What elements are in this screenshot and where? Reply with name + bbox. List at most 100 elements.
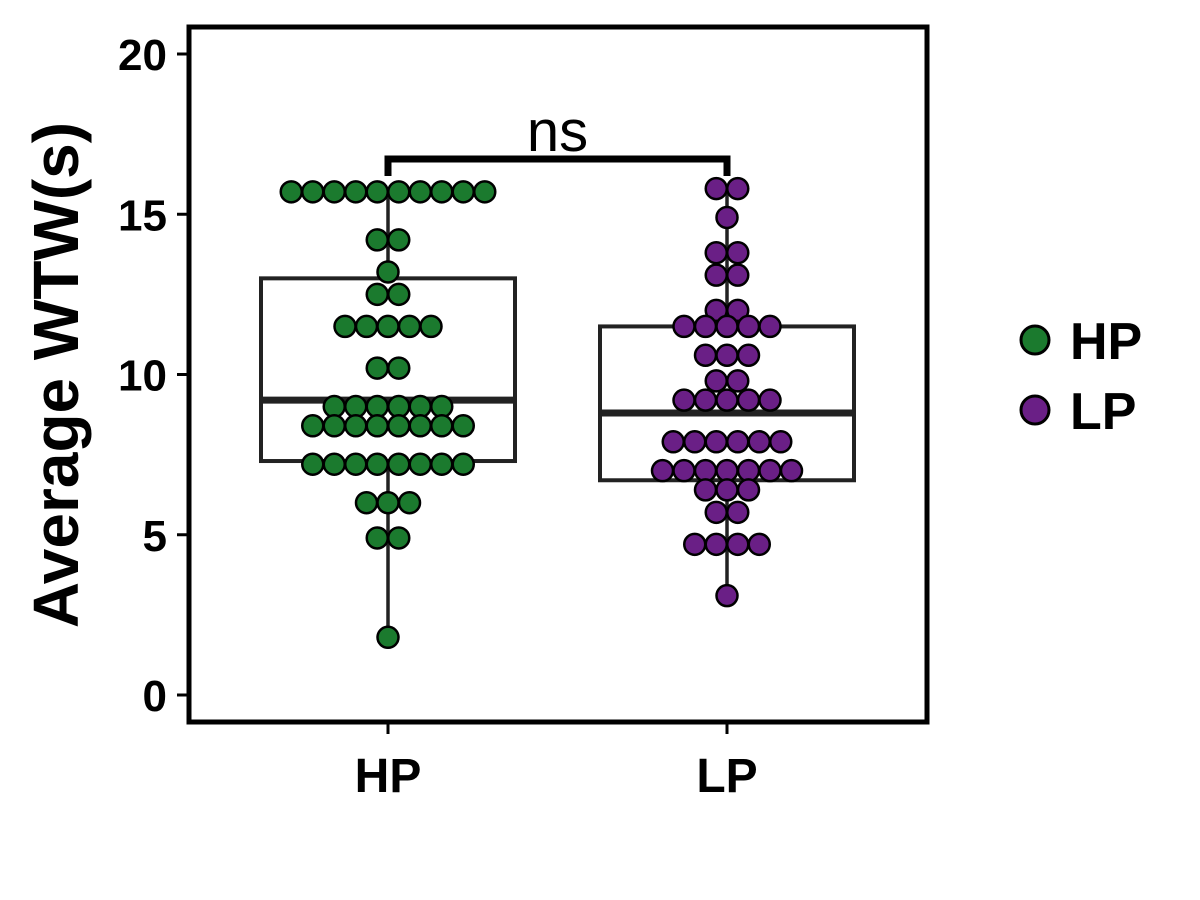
data-point xyxy=(736,388,761,412)
data-point xyxy=(672,314,696,339)
legend-label: HP xyxy=(1070,313,1142,371)
data-point xyxy=(704,430,728,454)
data-point xyxy=(365,180,389,204)
data-point xyxy=(747,532,771,557)
data-point xyxy=(693,478,718,502)
data-point xyxy=(704,176,728,201)
data-point xyxy=(365,228,389,252)
data-point xyxy=(365,526,389,550)
data-point xyxy=(672,458,696,483)
data-point xyxy=(704,263,728,287)
data-point xyxy=(365,414,389,438)
data-point xyxy=(376,490,400,515)
data-point xyxy=(736,478,761,502)
data-point xyxy=(387,180,411,204)
data-point xyxy=(726,263,750,287)
data-point xyxy=(715,314,739,339)
data-point xyxy=(683,430,707,454)
data-point xyxy=(333,314,357,339)
data-point xyxy=(376,625,400,650)
data-point xyxy=(726,298,750,323)
data-point xyxy=(693,314,718,339)
data-point xyxy=(715,583,739,608)
data-point xyxy=(736,314,761,339)
data-point xyxy=(419,314,443,339)
y-tick-label: 5 xyxy=(143,512,167,561)
y-tick-label: 20 xyxy=(118,31,167,80)
data-point xyxy=(758,458,782,483)
data-point xyxy=(344,394,368,419)
data-point xyxy=(430,394,454,419)
data-point xyxy=(322,452,346,476)
data-point xyxy=(279,180,303,204)
data-point xyxy=(354,314,379,339)
data-point xyxy=(715,205,739,230)
data-point xyxy=(769,430,793,454)
plot-area: ns xyxy=(259,99,856,650)
data-point xyxy=(758,388,782,412)
y-tick-label: 10 xyxy=(118,352,167,401)
data-point xyxy=(683,532,707,557)
data-point xyxy=(758,314,782,339)
data-point xyxy=(301,414,325,438)
data-point xyxy=(726,240,750,265)
data-point xyxy=(376,260,400,284)
data-point xyxy=(650,458,675,483)
data-point xyxy=(408,394,432,419)
data-point xyxy=(387,228,411,252)
series-lp xyxy=(598,176,856,608)
legend-item-lp: LP xyxy=(1019,383,1136,441)
x-tick-label: LP xyxy=(696,750,757,803)
data-point xyxy=(387,452,411,476)
data-point xyxy=(387,282,411,307)
data-point xyxy=(473,180,497,204)
data-point xyxy=(779,458,804,483)
data-point xyxy=(430,414,454,438)
data-point xyxy=(693,388,718,412)
data-point xyxy=(661,430,685,454)
data-point xyxy=(301,180,325,204)
bracket-line xyxy=(384,155,731,176)
data-point xyxy=(387,526,411,550)
data-point xyxy=(451,452,475,476)
data-point xyxy=(344,180,368,204)
significance-bracket: ns xyxy=(384,99,731,176)
series-hp xyxy=(259,180,517,650)
data-point xyxy=(376,314,400,339)
data-point xyxy=(451,180,475,204)
data-point xyxy=(365,394,389,419)
data-point xyxy=(397,490,422,515)
axes: 0 5 10 15 20 HP LP xyxy=(118,24,930,803)
legend-item-hp: HP xyxy=(1019,313,1142,371)
legend-marker xyxy=(1019,324,1051,356)
data-point xyxy=(672,388,696,412)
data-point xyxy=(715,458,739,483)
legend-label: LP xyxy=(1070,383,1136,441)
legend-marker xyxy=(1019,394,1051,426)
data-point xyxy=(726,176,750,201)
data-point xyxy=(430,180,454,204)
data-point xyxy=(693,458,718,483)
data-point xyxy=(704,240,728,265)
data-point xyxy=(726,430,750,454)
data-point xyxy=(408,180,432,204)
data-point xyxy=(704,500,728,525)
data-point xyxy=(726,369,750,393)
data-point xyxy=(387,414,411,438)
data-point xyxy=(387,356,411,380)
data-point xyxy=(451,414,475,438)
data-point xyxy=(715,343,739,368)
data-point xyxy=(322,414,346,438)
data-point xyxy=(736,343,761,368)
data-point xyxy=(301,452,325,476)
data-point xyxy=(747,430,771,454)
data-point xyxy=(397,314,422,339)
data-point xyxy=(344,452,368,476)
y-tick-label: 15 xyxy=(118,191,167,240)
significance-label: ns xyxy=(527,99,588,164)
data-point xyxy=(354,490,379,515)
y-axis-label: Average WTW(s) xyxy=(20,122,92,628)
legend: HP LP xyxy=(1019,313,1142,441)
data-point xyxy=(715,478,739,502)
